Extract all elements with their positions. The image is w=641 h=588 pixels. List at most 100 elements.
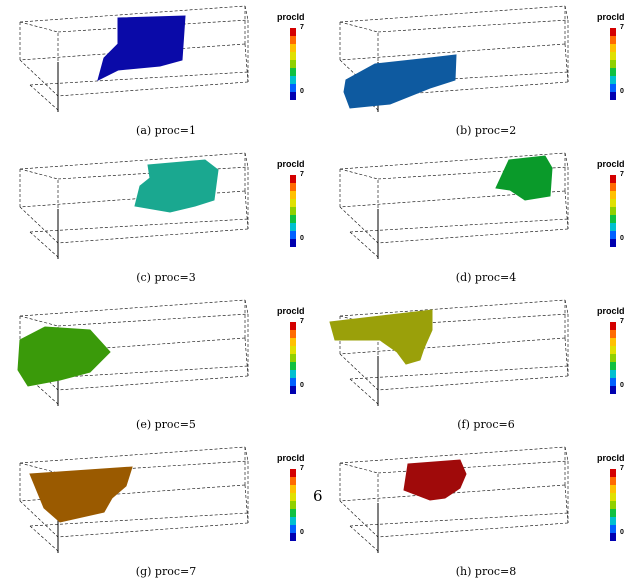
colorbar-swatch	[290, 239, 296, 247]
colorbar-swatch	[610, 36, 616, 44]
colorbar-swatch	[610, 501, 616, 509]
colorbar-swatch	[610, 84, 616, 92]
colorbar-min-label: 0	[300, 235, 304, 242]
colorbar-swatch	[610, 370, 616, 378]
colorbar-swatch	[610, 322, 616, 330]
colorbar-swatch	[290, 175, 296, 183]
colorbar-max-label: 7	[300, 171, 304, 178]
wireframe-edge	[339, 337, 566, 355]
legend-title: procId	[277, 453, 305, 463]
wireframe-edge	[244, 152, 249, 168]
wireframe-edge	[244, 337, 249, 377]
subfigure-caption: (c) proc=3	[136, 271, 196, 284]
wireframe-edge	[57, 522, 249, 538]
wireframe-edge	[19, 59, 59, 97]
colorbar-swatch	[290, 231, 296, 239]
subfigure-panel: procId 7 0 (g) proc=7	[0, 441, 320, 588]
wireframe-edge	[377, 166, 569, 180]
wireframe-edge	[339, 5, 566, 23]
partition-region	[97, 15, 186, 81]
colorbar-swatch	[610, 525, 616, 533]
colorbar-swatch	[610, 207, 616, 215]
wireframe-edge	[19, 168, 59, 180]
domain-wireframe	[329, 299, 569, 406]
wireframe-edge	[244, 5, 249, 21]
domain-wireframe	[339, 152, 569, 259]
colorbar	[610, 175, 616, 247]
colorbar-swatch	[290, 485, 296, 493]
colorbar	[290, 28, 296, 100]
legend-title: procId	[597, 453, 625, 463]
domain-wireframe	[339, 5, 569, 112]
wireframe-edge	[244, 190, 249, 230]
colorbar-swatch	[290, 183, 296, 191]
wireframe-edge	[349, 525, 379, 552]
wireframe-edge	[57, 81, 249, 97]
colorbar-swatch	[610, 92, 616, 100]
colorbar-swatch	[290, 469, 296, 477]
colorbar-min-label: 0	[620, 529, 624, 536]
colorbar-max-label: 7	[620, 24, 624, 31]
colorbar-min-label: 0	[300, 382, 304, 389]
partition-region	[343, 54, 457, 109]
colorbar-max-label: 7	[300, 24, 304, 31]
colorbar-swatch	[610, 68, 616, 76]
partition-region	[134, 159, 219, 213]
colorbar-swatch	[610, 60, 616, 68]
colorbar-swatch	[290, 191, 296, 199]
wireframe-edge	[57, 313, 249, 327]
colorbar-max-label: 7	[300, 465, 304, 472]
wireframe-edge	[339, 353, 379, 391]
colorbar-swatch	[290, 36, 296, 44]
subfigure-panel: procId 7 0 (a) proc=1	[0, 0, 320, 147]
wireframe-edge	[19, 500, 59, 538]
colorbar-swatch	[610, 533, 616, 541]
colorbar-swatch	[290, 199, 296, 207]
wireframe-edge	[339, 299, 566, 317]
domain-wireframe	[339, 446, 569, 553]
legend-title: procId	[597, 306, 625, 316]
colorbar-swatch	[610, 330, 616, 338]
partition-region	[29, 466, 133, 523]
colorbar-swatch	[610, 239, 616, 247]
subfigure-caption: (h) proc=8	[455, 565, 517, 578]
colorbar-max-label: 7	[620, 171, 624, 178]
colorbar-swatch	[290, 223, 296, 231]
colorbar-swatch	[290, 44, 296, 52]
wireframe-edge	[377, 522, 569, 538]
colorbar	[290, 175, 296, 247]
colorbar-swatch	[290, 215, 296, 223]
legend-title: procId	[597, 159, 625, 169]
colorbar-swatch	[290, 378, 296, 386]
colorbar-max-label: 7	[620, 318, 624, 325]
colorbar-max-label: 7	[620, 465, 624, 472]
subfigure-caption: (d) proc=4	[455, 271, 517, 284]
wireframe-edge	[339, 462, 379, 474]
wireframe-edge	[339, 500, 379, 538]
wireframe-edge	[19, 315, 59, 327]
wireframe-edge	[57, 228, 249, 244]
colorbar-swatch	[290, 517, 296, 525]
partition-region	[17, 326, 111, 387]
wireframe-edge	[29, 512, 249, 527]
colorbar	[610, 28, 616, 100]
colorbar-swatch	[290, 525, 296, 533]
wireframe-edge	[19, 21, 59, 33]
colorbar-swatch	[610, 493, 616, 501]
colorbar-swatch	[290, 354, 296, 362]
colorbar-swatch	[610, 28, 616, 36]
colorbar-swatch	[610, 354, 616, 362]
wireframe-edge	[377, 81, 569, 97]
partition-region	[495, 155, 553, 201]
colorbar-swatch	[290, 509, 296, 517]
colorbar-swatch	[290, 338, 296, 346]
colorbar-swatch	[290, 362, 296, 370]
colorbar-min-label: 0	[300, 529, 304, 536]
wireframe-edge	[564, 446, 569, 462]
wireframe-edge	[339, 21, 379, 33]
colorbar-swatch	[610, 52, 616, 60]
colorbar-swatch	[290, 76, 296, 84]
colorbar-swatch	[290, 386, 296, 394]
colorbar-swatch	[290, 533, 296, 541]
wireframe-edge	[564, 5, 569, 21]
